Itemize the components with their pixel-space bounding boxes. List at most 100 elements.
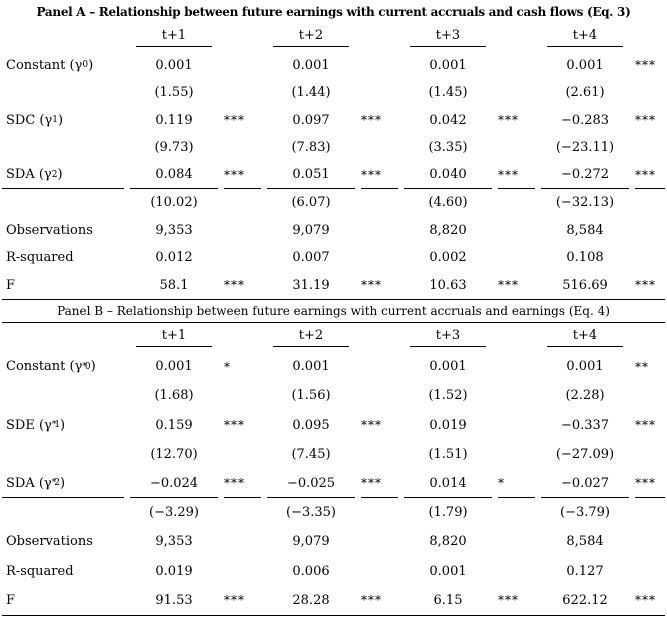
- coefficient-value: 0.001: [292, 57, 330, 73]
- significance-stars: ***: [635, 278, 656, 293]
- significance-stars: [224, 217, 261, 245]
- significance-stars: [498, 440, 535, 469]
- t-statistic: (1.79): [428, 505, 468, 521]
- coefficient-value: 0.001: [429, 359, 467, 375]
- significance-stars: ***: [224, 469, 261, 499]
- coefficient-value: 0.095: [292, 417, 330, 433]
- column-header-label: t+1: [136, 28, 212, 48]
- t-statistic: (1.56): [291, 388, 331, 404]
- t-statistic: (1.45): [428, 85, 468, 101]
- significance-stars: [224, 189, 261, 217]
- column-header: t+1: [130, 323, 218, 352]
- t-statistic: (7.83): [291, 140, 331, 156]
- coefficient-value: 0.001: [292, 359, 330, 375]
- coefficient-value: 0.084: [130, 162, 218, 189]
- statistic-value: 91.53: [155, 592, 193, 608]
- t-statistic: (−3.79): [560, 505, 610, 521]
- significance-stars: ***: [498, 278, 519, 293]
- significance-stars: [498, 352, 535, 381]
- statistic-value: 58.1: [159, 277, 189, 293]
- significance-stars: [635, 244, 665, 272]
- significance-stars: [635, 498, 665, 527]
- t-statistic: (12.70): [150, 446, 198, 462]
- column-header: t+3: [404, 323, 492, 352]
- statistic-value: 8,820: [429, 222, 467, 238]
- panel-a-title: Panel A – Relationship between future ea…: [36, 5, 631, 19]
- statistic-value: 8,584: [566, 534, 604, 550]
- significance-stars: [361, 557, 398, 586]
- coefficient-value: 0.001: [429, 57, 467, 73]
- significance-stars: [361, 527, 398, 556]
- column-header-label: t+3: [410, 28, 486, 48]
- statistic-value: 0.019: [155, 563, 193, 579]
- significance-stars: *: [224, 359, 231, 374]
- header-spacer: [2, 24, 124, 52]
- significance-stars: [498, 498, 535, 527]
- column-header: t+4: [541, 323, 629, 352]
- significance-stars: [498, 244, 535, 272]
- statistic-value: 6.15: [433, 592, 463, 608]
- significance-stars: [361, 217, 398, 245]
- significance-stars: **: [635, 359, 649, 374]
- significance-stars: [635, 217, 665, 245]
- significance-stars: [361, 498, 398, 527]
- column-header: t+3: [404, 24, 492, 52]
- significance-stars: [224, 244, 261, 272]
- statistic-value: 0.006: [292, 563, 330, 579]
- coefficient-value: −0.027: [541, 469, 629, 499]
- row-label: [2, 134, 124, 162]
- significance-stars: [498, 79, 535, 107]
- statistic-value: 9,353: [155, 222, 193, 238]
- significance-stars: ***: [224, 418, 245, 433]
- column-header: t+4: [541, 24, 629, 52]
- header-spacer: [224, 24, 261, 52]
- statistic-value: 31.19: [292, 277, 330, 293]
- significance-stars: ***: [361, 593, 382, 608]
- t-statistic: (3.35): [428, 140, 468, 156]
- t-statistic: (10.02): [150, 195, 198, 211]
- row-label: SDA (γ * 2): [2, 469, 124, 499]
- t-statistic: (9.73): [154, 140, 194, 156]
- significance-stars: ***: [224, 593, 245, 608]
- row-label: F: [6, 592, 16, 608]
- coefficient-value: 0.040: [404, 162, 492, 189]
- significance-stars: [224, 381, 261, 410]
- t-statistic: (−3.29): [149, 505, 199, 521]
- t-statistic: (4.60): [428, 195, 468, 211]
- column-header-label: t+2: [273, 328, 349, 348]
- coefficient-value: 0.001: [566, 57, 604, 73]
- t-statistic: (1.44): [291, 85, 331, 101]
- statistic-value: 9,079: [292, 222, 330, 238]
- coefficient-value: 0.001: [155, 57, 193, 73]
- significance-stars: ***: [635, 58, 656, 73]
- row-label: [2, 189, 124, 217]
- significance-stars: [224, 527, 261, 556]
- significance-stars: [224, 557, 261, 586]
- header-spacer: [224, 323, 261, 352]
- t-statistic: (−23.11): [555, 140, 615, 156]
- statistic-value: 0.002: [429, 250, 467, 266]
- header-spacer: [635, 323, 665, 352]
- statistic-value: 0.127: [566, 563, 604, 579]
- statistic-value: 516.69: [562, 277, 608, 293]
- t-statistic: (1.51): [428, 446, 468, 462]
- column-header: t+2: [267, 323, 355, 352]
- column-header: t+1: [130, 24, 218, 52]
- significance-stars: [224, 440, 261, 469]
- significance-stars: [224, 52, 261, 80]
- column-header-label: t+1: [136, 328, 212, 348]
- significance-stars: [498, 557, 535, 586]
- significance-stars: *: [498, 469, 535, 499]
- significance-stars: ***: [635, 113, 656, 128]
- statistic-value: 9,079: [292, 534, 330, 550]
- significance-stars: ***: [635, 418, 656, 433]
- coefficient-value: 0.019: [429, 417, 467, 433]
- significance-stars: [498, 52, 535, 80]
- significance-stars: ***: [635, 162, 665, 189]
- header-spacer: [361, 24, 398, 52]
- significance-stars: ***: [498, 162, 535, 189]
- column-header-label: t+4: [547, 328, 623, 348]
- significance-stars: [635, 527, 665, 556]
- header-spacer: [498, 323, 535, 352]
